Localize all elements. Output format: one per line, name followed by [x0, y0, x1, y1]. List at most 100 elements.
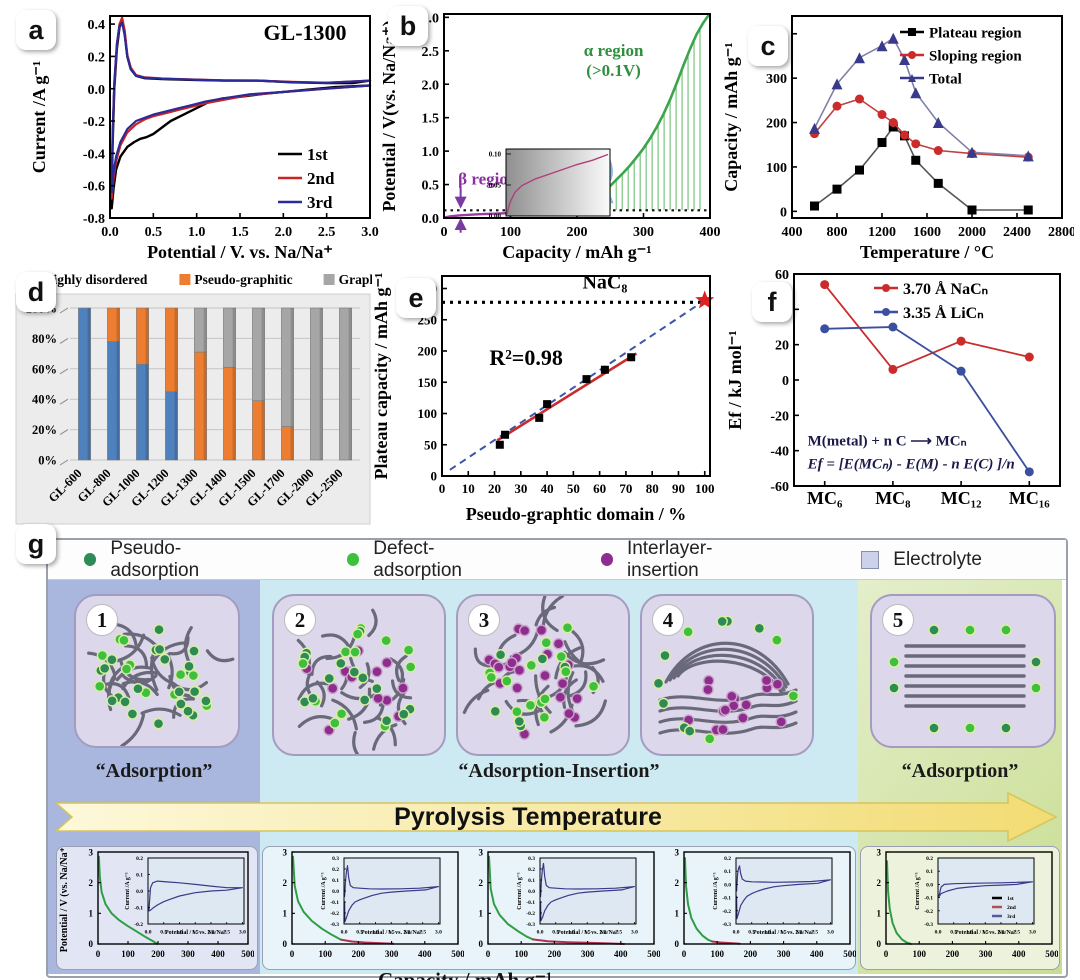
svg-text:Current /A g⁻¹: Current /A g⁻¹ — [125, 872, 131, 910]
svg-text:-0.3: -0.3 — [924, 922, 933, 928]
svg-text:0: 0 — [682, 949, 687, 959]
svg-text:100: 100 — [121, 949, 135, 959]
svg-text:GL-1300: GL-1300 — [263, 20, 346, 45]
svg-text:1: 1 — [89, 909, 94, 919]
svg-text:3: 3 — [479, 848, 484, 857]
svg-text:Plateau capacity / mAh g⁻¹: Plateau capacity / mAh g⁻¹ — [372, 273, 391, 480]
svg-text:40: 40 — [541, 481, 554, 496]
svg-text:(>0.1V): (>0.1V) — [586, 61, 641, 80]
svg-text:0.4: 0.4 — [88, 18, 106, 33]
svg-text:3.0: 3.0 — [239, 930, 246, 936]
svg-text:2.5: 2.5 — [223, 930, 230, 936]
svg-text:200: 200 — [418, 344, 438, 359]
panel-label-f: f — [752, 282, 792, 322]
svg-text:1.5: 1.5 — [388, 930, 395, 936]
svg-text:2800: 2800 — [1048, 225, 1074, 240]
svg-text:Graphite-like: Graphite-like — [339, 272, 372, 287]
svg-text:80%: 80% — [32, 332, 57, 346]
svg-text:200: 200 — [766, 117, 787, 132]
svg-text:-0.1: -0.1 — [330, 900, 339, 906]
svg-text:-0.3: -0.3 — [526, 922, 535, 928]
svg-text:Total: Total — [929, 71, 962, 87]
svg-text:20: 20 — [488, 481, 501, 496]
svg-text:0.2: 0.2 — [332, 867, 339, 873]
legend-item-electrolyte: Electrolyte — [861, 549, 982, 571]
legend-label: Electrolyte — [893, 548, 982, 570]
svg-text:500: 500 — [647, 949, 660, 959]
legend-item-pseudo-adsorption: Pseudo-adsorption — [84, 538, 263, 582]
svg-text:100: 100 — [418, 406, 438, 421]
svg-text:0.3: 0.3 — [528, 856, 535, 862]
svg-text:1.0: 1.0 — [188, 225, 206, 240]
mechanism-section-label-0: “Adsorption” — [95, 760, 213, 782]
svg-text:1.0: 1.0 — [764, 930, 771, 936]
svg-text:2.0: 2.0 — [998, 930, 1005, 936]
phase-fraction-bar-chart: Highly disordered Pseudo-graphitic Graphit… — [14, 268, 417, 531]
svg-text:Potential / V(vs. Na/Na⁺): Potential / V(vs. Na/Na⁺) — [382, 20, 400, 211]
svg-text:400: 400 — [418, 949, 432, 959]
panel-label-c: c — [748, 26, 788, 66]
svg-text:Plateau region: Plateau region — [929, 25, 1022, 41]
svg-text:2: 2 — [675, 878, 680, 888]
svg-text:-0.2: -0.2 — [924, 909, 933, 915]
svg-text:1600: 1600 — [913, 225, 941, 240]
svg-text:1200: 1200 — [868, 225, 896, 240]
svg-text:1: 1 — [675, 909, 680, 919]
svg-text:Ef = [E(MCₙ) - E(M) - n E(C) ]: Ef = [E(MCₙ) - E(M) - n E(C) ]/n — [807, 456, 1015, 472]
svg-text:2.0: 2.0 — [404, 930, 411, 936]
panel-label-a: a — [16, 10, 56, 50]
svg-text:200: 200 — [744, 949, 758, 959]
svg-text:200: 200 — [946, 949, 960, 959]
svg-text:100: 100 — [912, 949, 926, 959]
pyrolysis-temperature-label: Pyrolysis Temperature — [394, 802, 662, 831]
svg-text:Temperature / °C: Temperature / °C — [860, 242, 994, 262]
svg-text:10: 10 — [462, 481, 475, 496]
svg-text:3.70 Å NaCₙ: 3.70 Å NaCₙ — [903, 280, 988, 298]
svg-text:0: 0 — [884, 949, 889, 959]
svg-text:2.5: 2.5 — [1013, 930, 1020, 936]
svg-text:Sloping region: Sloping region — [929, 48, 1022, 64]
svg-text:-0.1: -0.1 — [924, 896, 933, 902]
svg-text:0.0: 0.0 — [724, 882, 731, 888]
svg-text:0.0: 0.0 — [733, 930, 740, 936]
svg-text:Potential / V. vs. Na/Na⁺: Potential / V. vs. Na/Na⁺ — [147, 242, 333, 262]
svg-text:3: 3 — [89, 848, 94, 857]
svg-text:50: 50 — [424, 437, 437, 452]
svg-text:0: 0 — [283, 939, 288, 949]
svg-text:Current /A g⁻¹: Current /A g⁻¹ — [321, 872, 327, 910]
svg-text:300: 300 — [385, 949, 399, 959]
svg-text:0.1: 0.1 — [926, 869, 933, 875]
svg-text:-0.3: -0.3 — [330, 922, 339, 928]
svg-text:MC₆: MC₆ — [807, 488, 843, 508]
svg-text:300: 300 — [979, 949, 993, 959]
mechanism-card-4: 4 — [640, 594, 814, 756]
svg-text:0.0: 0.0 — [341, 930, 348, 936]
svg-text:100: 100 — [514, 949, 528, 959]
plateau-capacity-correlation-chart: 0102030405060708090100050100150200250300… — [371, 264, 724, 531]
svg-text:500: 500 — [241, 949, 254, 959]
card-number: 1 — [86, 604, 118, 636]
svg-text:1.5: 1.5 — [231, 225, 249, 240]
svg-text:α region: α region — [584, 41, 644, 60]
svg-text:0.3: 0.3 — [332, 856, 339, 862]
svg-text:0: 0 — [431, 469, 438, 484]
cv-chart-gl1300: 0.0 0.5 1.0 1.5 2.0 2.5 3.0 0.4 0.2 0.0 -0.2 -0.4 -0… — [29, 6, 382, 269]
svg-text:400: 400 — [700, 225, 721, 240]
svg-text:3: 3 — [675, 848, 680, 857]
svg-text:-0.2: -0.2 — [330, 911, 339, 917]
svg-text:100: 100 — [695, 481, 715, 496]
svg-text:2: 2 — [89, 878, 94, 888]
svg-text:0.1: 0.1 — [528, 878, 535, 884]
svg-text:2.5: 2.5 — [615, 930, 622, 936]
svg-text:2: 2 — [283, 878, 288, 888]
svg-text:3.0: 3.0 — [1029, 930, 1036, 936]
svg-text:0.0: 0.0 — [332, 889, 339, 895]
svg-text:400: 400 — [782, 225, 803, 240]
svg-text:Potential / V. vs. Na/Na⁺: Potential / V. vs. Na/Na⁺ — [557, 929, 619, 936]
svg-text:3.35 Å LiCₙ: 3.35 Å LiCₙ — [903, 304, 984, 322]
svg-text:30: 30 — [514, 481, 527, 496]
svg-text:2000: 2000 — [958, 225, 986, 240]
svg-text:Potential / V (vs. Na/Na⁺): Potential / V (vs. Na/Na⁺) — [59, 848, 70, 952]
